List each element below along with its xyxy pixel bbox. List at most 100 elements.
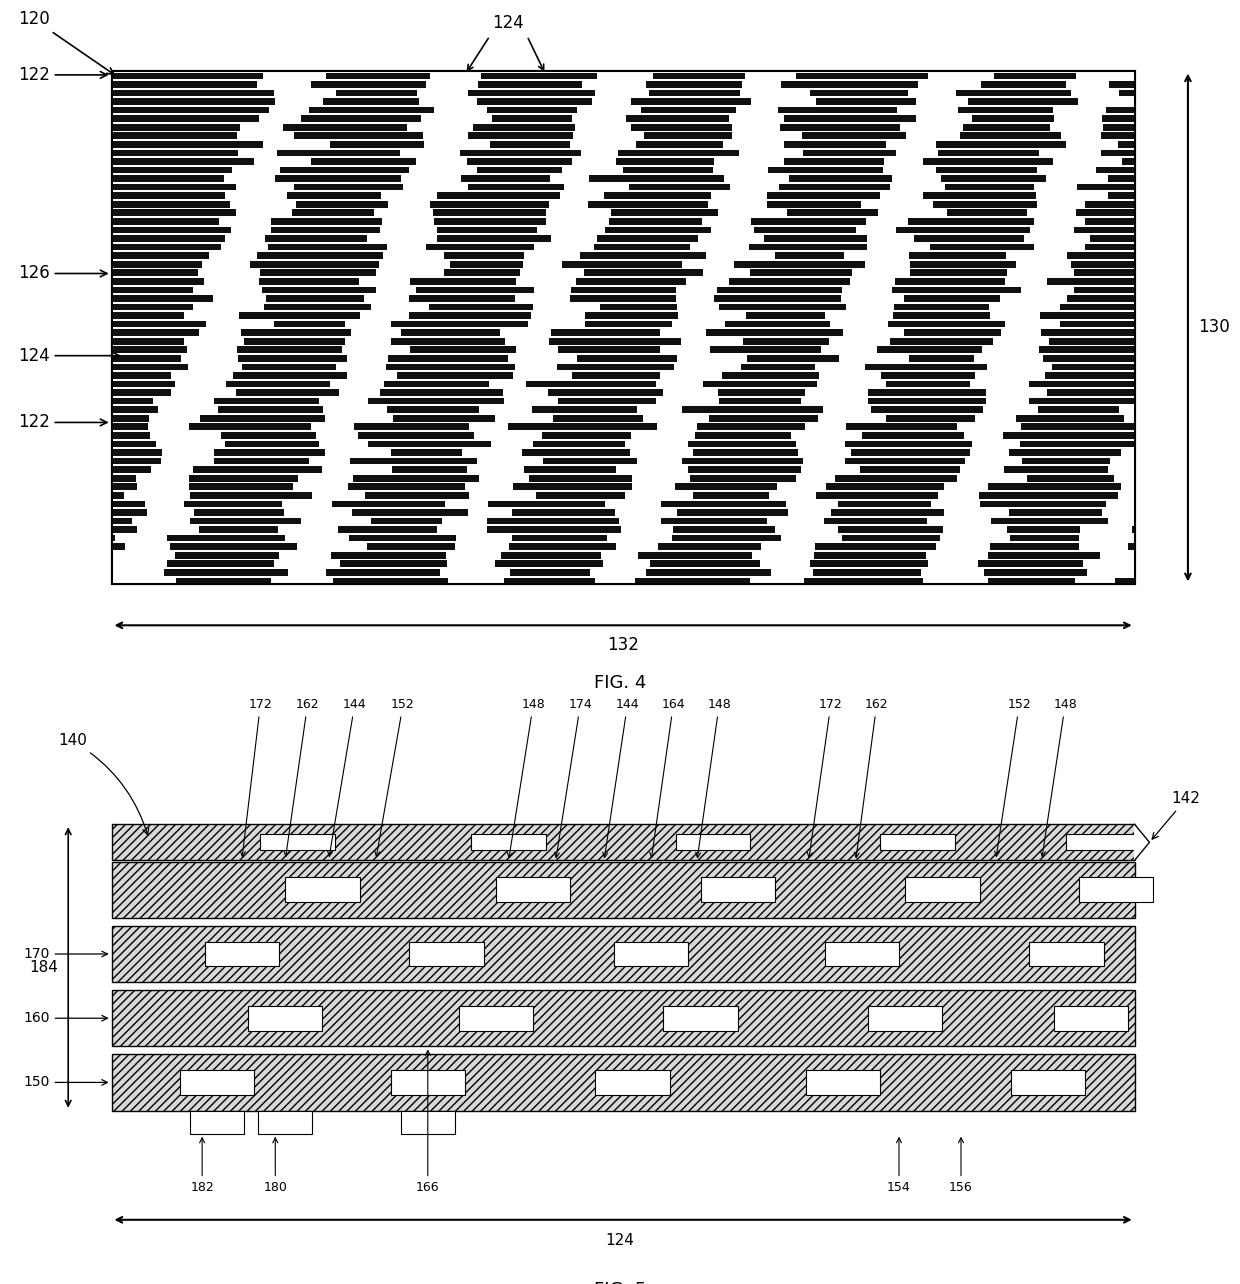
- Bar: [373, 209, 433, 216]
- Bar: [708, 200, 766, 208]
- Bar: [415, 158, 467, 164]
- Bar: [516, 347, 558, 353]
- Bar: [732, 123, 780, 131]
- Bar: [928, 560, 977, 568]
- Bar: [424, 141, 490, 148]
- Bar: [381, 193, 436, 199]
- Bar: [523, 252, 580, 259]
- Bar: [259, 116, 301, 122]
- Bar: [851, 277, 895, 285]
- Bar: [711, 193, 768, 199]
- Bar: [148, 508, 193, 516]
- Bar: [112, 250, 1135, 252]
- Bar: [714, 158, 784, 164]
- Bar: [531, 312, 585, 318]
- Bar: [1039, 149, 1101, 157]
- Text: 124: 124: [17, 347, 119, 365]
- Bar: [743, 81, 781, 87]
- Bar: [112, 533, 1135, 534]
- Bar: [577, 107, 641, 113]
- Bar: [663, 1005, 738, 1031]
- Bar: [805, 424, 847, 430]
- Text: FIG. 5: FIG. 5: [594, 1281, 646, 1284]
- Bar: [222, 244, 268, 250]
- Bar: [491, 440, 533, 447]
- Bar: [856, 226, 895, 234]
- Bar: [202, 261, 250, 267]
- Bar: [796, 475, 836, 482]
- Bar: [990, 312, 1040, 318]
- Bar: [931, 501, 980, 507]
- Bar: [768, 517, 825, 524]
- Bar: [112, 473, 1135, 475]
- Text: 148: 148: [696, 698, 732, 858]
- Bar: [301, 517, 371, 524]
- Text: 166: 166: [415, 1050, 440, 1194]
- Text: 180: 180: [263, 1138, 288, 1194]
- Bar: [112, 404, 1135, 406]
- Bar: [1006, 252, 1066, 259]
- Text: 132: 132: [608, 636, 639, 654]
- Bar: [940, 534, 1009, 542]
- Bar: [713, 167, 769, 173]
- Bar: [761, 543, 815, 550]
- Bar: [1023, 235, 1090, 241]
- Bar: [193, 286, 262, 293]
- Bar: [503, 389, 548, 395]
- Text: 156: 156: [949, 1138, 973, 1194]
- Bar: [347, 372, 397, 379]
- Text: 162: 162: [284, 698, 320, 856]
- Bar: [937, 492, 980, 498]
- Bar: [990, 303, 1060, 311]
- Bar: [976, 372, 1045, 379]
- Bar: [818, 415, 885, 421]
- Bar: [595, 90, 649, 96]
- Bar: [970, 380, 1029, 388]
- Bar: [625, 440, 687, 447]
- Bar: [269, 107, 310, 113]
- Bar: [298, 543, 367, 550]
- Bar: [112, 552, 175, 559]
- Bar: [817, 380, 887, 388]
- Bar: [345, 338, 391, 344]
- Bar: [263, 141, 330, 148]
- Bar: [616, 466, 688, 473]
- Bar: [944, 526, 1007, 533]
- Text: 144: 144: [603, 698, 640, 858]
- Bar: [213, 295, 267, 302]
- Bar: [1100, 552, 1135, 559]
- Bar: [1034, 184, 1078, 190]
- Bar: [957, 475, 1027, 482]
- Bar: [112, 490, 1135, 492]
- Bar: [570, 141, 636, 148]
- Bar: [363, 295, 409, 302]
- Bar: [1037, 200, 1085, 208]
- Bar: [205, 941, 279, 967]
- Bar: [960, 466, 1004, 473]
- Text: 126: 126: [17, 265, 107, 282]
- Bar: [831, 321, 888, 327]
- Bar: [677, 303, 719, 311]
- Bar: [150, 431, 221, 439]
- Bar: [441, 517, 487, 524]
- Bar: [219, 218, 272, 225]
- Bar: [434, 107, 487, 113]
- Bar: [474, 431, 542, 439]
- Bar: [926, 552, 988, 559]
- Text: 164: 164: [650, 698, 686, 858]
- Bar: [157, 406, 218, 413]
- Bar: [190, 1111, 244, 1134]
- Bar: [965, 431, 1003, 439]
- Bar: [238, 149, 278, 157]
- Bar: [112, 71, 1135, 72]
- Bar: [112, 285, 1135, 286]
- Bar: [660, 347, 711, 353]
- Bar: [388, 200, 430, 208]
- Text: 124: 124: [605, 1233, 635, 1248]
- Bar: [112, 241, 1135, 244]
- Text: 150: 150: [24, 1076, 108, 1089]
- Bar: [816, 363, 864, 370]
- Bar: [838, 354, 909, 362]
- Bar: [923, 578, 988, 584]
- Bar: [438, 526, 487, 533]
